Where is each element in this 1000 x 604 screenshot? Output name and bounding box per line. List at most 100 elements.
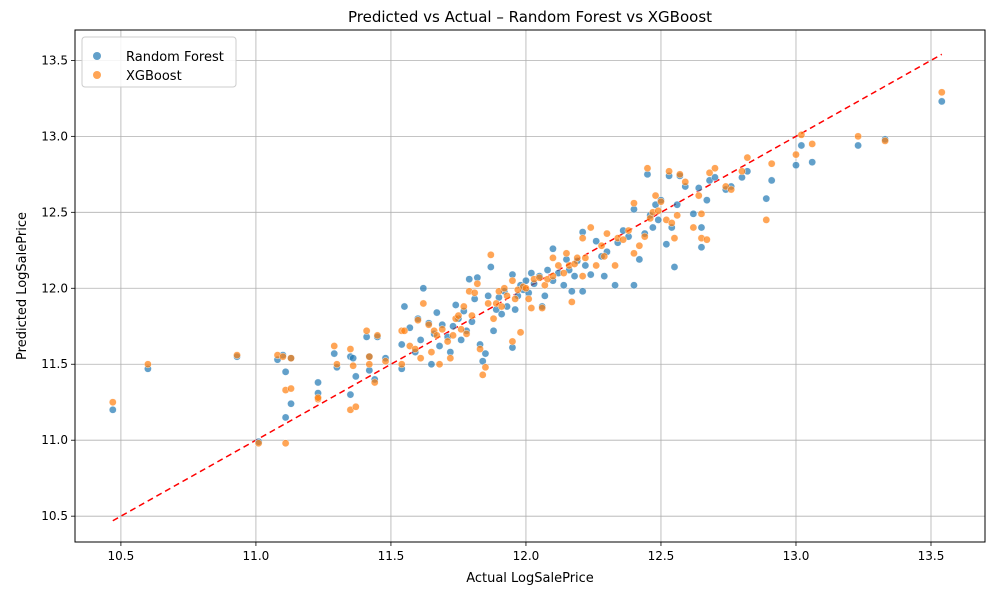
data-point-random-forest <box>937 97 946 106</box>
data-point-random-forest <box>427 360 436 369</box>
data-point-random-forest <box>697 223 706 232</box>
data-point-xgboost <box>478 371 487 379</box>
data-point-xgboost <box>370 378 379 387</box>
data-point-xgboost <box>538 304 546 312</box>
data-point-xgboost <box>630 199 638 207</box>
data-point-xgboost <box>694 191 703 200</box>
data-point-xgboost <box>484 299 492 308</box>
data-point-random-forest <box>541 292 549 300</box>
data-point-xgboost <box>676 170 684 179</box>
x-tick-label: 11.0 <box>243 549 270 563</box>
data-point-xgboost <box>462 330 471 338</box>
y-tick-label: 10.5 <box>41 509 68 523</box>
plot-area-frame <box>74 29 986 543</box>
data-point-xgboost <box>592 261 600 270</box>
data-point-random-forest <box>568 287 576 296</box>
data-point-xgboost <box>424 320 433 329</box>
data-point-xgboost <box>333 360 341 369</box>
data-point-xgboost <box>468 311 476 320</box>
data-point-xgboost <box>624 226 633 235</box>
legend: Random Forest XGBoost <box>81 36 237 88</box>
data-point-xgboost <box>443 337 452 346</box>
data-point-xgboost <box>489 314 498 323</box>
data-point-random-forest <box>346 390 355 399</box>
data-point-random-forest <box>559 281 568 290</box>
data-point-xgboost <box>554 261 563 270</box>
data-point-xgboost <box>330 342 339 350</box>
x-tick-label: 12.0 <box>513 549 540 563</box>
data-point-xgboost <box>635 241 644 250</box>
x-tick-label: 12.5 <box>648 549 675 563</box>
x-axis-label: Actual LogSalePrice <box>466 571 594 586</box>
data-point-random-forest <box>457 336 465 344</box>
data-point-xgboost <box>689 223 698 232</box>
data-point-xgboost <box>254 439 263 448</box>
data-point-xgboost <box>516 328 525 337</box>
legend-label-random-forest: Random Forest <box>126 50 224 65</box>
data-point-random-forest <box>281 413 290 422</box>
data-point-xgboost <box>611 261 619 270</box>
data-point-random-forest <box>400 302 409 311</box>
data-point-xgboost <box>738 167 746 176</box>
data-point-random-forest <box>689 210 698 218</box>
data-point-xgboost <box>549 272 557 280</box>
data-point-xgboost <box>352 402 360 411</box>
data-point-random-forest <box>349 354 357 362</box>
legend-box <box>81 36 237 88</box>
x-tick-label: 11.5 <box>378 549 405 563</box>
data-point-random-forest <box>578 287 587 296</box>
data-point-xgboost <box>657 197 665 206</box>
data-point-xgboost <box>470 289 479 297</box>
data-point-xgboost <box>349 361 357 370</box>
data-point-xgboost <box>281 439 290 448</box>
legend-marker-random-forest <box>93 52 101 60</box>
data-point-random-forest <box>497 310 506 318</box>
data-point-xgboost <box>549 254 557 262</box>
y-tick-label: 13.5 <box>41 53 68 67</box>
data-point-random-forest <box>489 327 498 335</box>
data-point-random-forest <box>581 261 590 270</box>
data-point-xgboost <box>411 345 420 353</box>
data-point-random-forest <box>697 243 706 252</box>
data-point-xgboost <box>654 206 663 215</box>
data-point-xgboost <box>314 393 322 402</box>
data-point-xgboost <box>673 211 681 220</box>
data-point-random-forest <box>330 349 339 358</box>
data-point-xgboost <box>573 254 582 262</box>
data-point-xgboost <box>597 241 606 250</box>
data-points <box>109 88 946 448</box>
data-point-xgboost <box>619 235 627 244</box>
data-point-random-forest <box>635 255 644 264</box>
data-point-xgboost <box>643 164 652 173</box>
data-point-xgboost <box>144 360 152 369</box>
data-point-xgboost <box>640 232 649 241</box>
chart-title: Predicted vs Actual – Random Forest vs X… <box>348 8 712 26</box>
data-point-random-forest <box>792 161 800 170</box>
data-point-xgboost <box>743 153 752 162</box>
data-point-random-forest <box>630 281 638 290</box>
data-point-xgboost <box>346 345 355 353</box>
data-point-random-forest <box>808 158 816 166</box>
data-point-random-forest <box>511 305 519 314</box>
data-point-xgboost <box>603 229 611 238</box>
data-point-xgboost <box>681 178 690 186</box>
data-point-random-forest <box>416 336 425 344</box>
data-point-xgboost <box>667 219 676 227</box>
data-point-xgboost <box>937 88 946 97</box>
data-point-xgboost <box>581 254 590 262</box>
data-point-xgboost <box>522 284 530 293</box>
data-point-xgboost <box>433 331 441 340</box>
data-point-xgboost <box>508 337 517 346</box>
data-point-random-forest <box>767 176 776 185</box>
data-point-random-forest <box>451 301 460 309</box>
data-point-xgboost <box>460 302 468 311</box>
data-point-random-forest <box>397 340 406 349</box>
data-point-xgboost <box>578 234 587 242</box>
data-point-xgboost <box>524 295 533 303</box>
data-point-xgboost <box>503 292 511 300</box>
data-point-xgboost <box>381 357 390 366</box>
data-point-xgboost <box>365 360 374 369</box>
data-point-random-forest <box>314 378 322 387</box>
